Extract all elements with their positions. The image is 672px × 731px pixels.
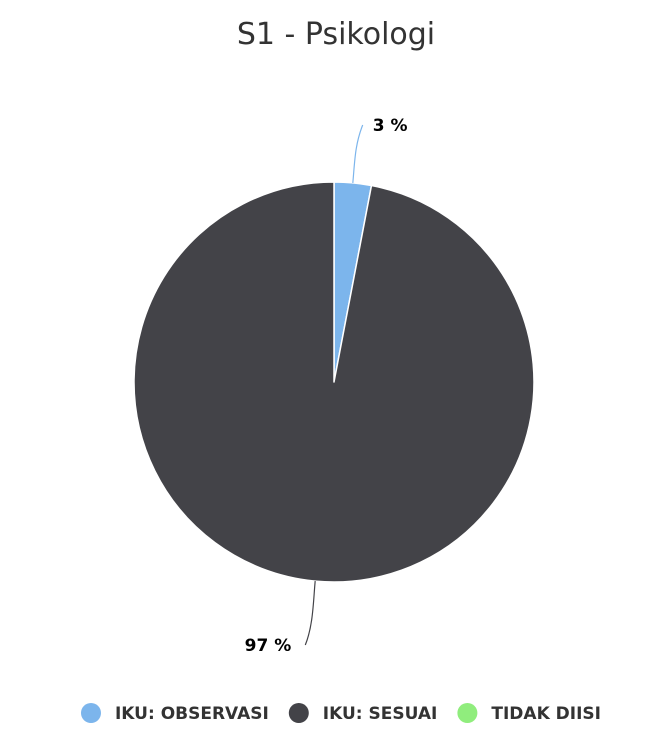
pie-slices <box>133 181 535 583</box>
legend-symbol <box>80 703 101 723</box>
legend-symbol <box>288 703 309 723</box>
legend-label: IKU: OBSERVASI <box>115 704 269 724</box>
chart-title: S1 - Psikologi <box>237 17 435 52</box>
legend-item-tidak-diisi[interactable]: TIDAK DIISI <box>457 703 601 724</box>
data-label-iku-observasi: 3 % <box>373 116 408 136</box>
legend-symbol <box>457 703 478 723</box>
legend-label: TIDAK DIISI <box>491 704 601 724</box>
legend-label: IKU: SESUAI <box>323 704 438 724</box>
pie-slice-iku-sesuai[interactable] <box>133 181 535 583</box>
pie-data-labels: 3 % 97 % <box>245 116 408 656</box>
legend: IKU: OBSERVASI IKU: SESUAI TIDAK DIISI <box>80 703 601 724</box>
data-label-iku-sesuai: 97 % <box>245 636 292 656</box>
data-label-connector <box>304 581 316 646</box>
legend-item-iku-observasi[interactable]: IKU: OBSERVASI <box>80 703 269 724</box>
legend-item-iku-sesuai[interactable]: IKU: SESUAI <box>288 703 438 724</box>
data-label-connector <box>352 124 364 183</box>
